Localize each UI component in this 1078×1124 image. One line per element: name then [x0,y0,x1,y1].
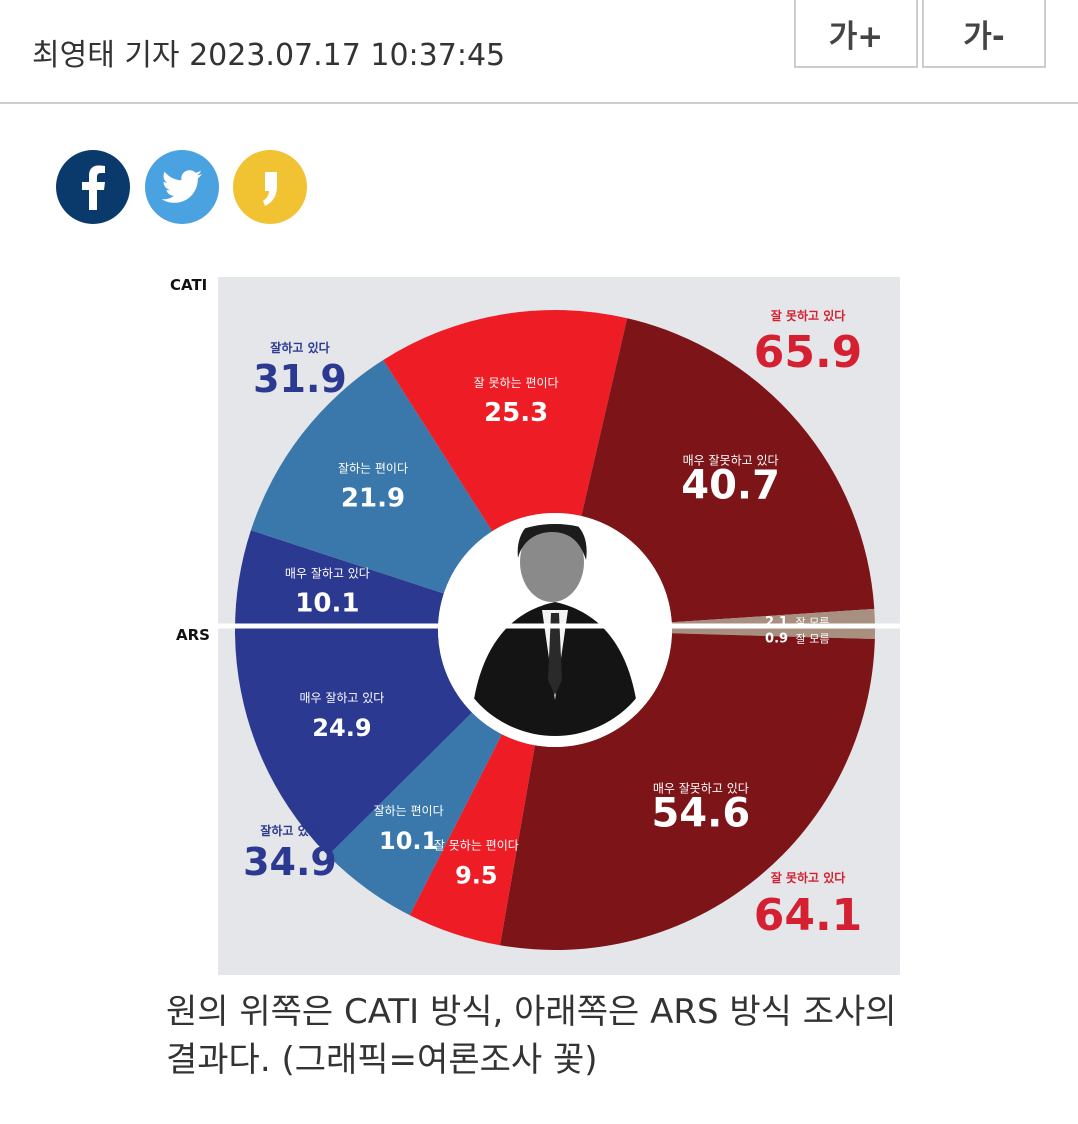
cati-slice-value: 40.7 [681,463,780,509]
ars-slice-2 [409,734,535,946]
ars-disapprove-total-label: 잘 못하고 있다 [771,870,846,885]
cati-slice-3 [581,318,875,623]
ars-slice-value: 24.9 [312,714,371,742]
ars-slice-label: 매우 잘못하고 있다 [653,782,749,796]
byline: 최영태 기자 2023.07.17 10:37:45 [32,38,506,73]
cati-slice-label: 잘하는 편이다 [338,462,408,476]
article-header: 최영태 기자 2023.07.17 10:37:45 가+ 가- [0,0,1078,104]
ars-slice-label: 잘 모름 [796,633,830,646]
ars-slice-3 [328,712,502,916]
ars-slice-value: 0.9 [765,632,788,647]
ars-section-label: ARS [176,626,210,644]
ars-approve-total-value: 34.9 [243,840,337,884]
ars-slice-value: 54.6 [651,791,750,837]
poll-chart: CATI ARS 매우 잘하고 있다 10.1 잘하는 편이다 21.9 잘 못하는 편… [170,270,920,980]
cati-disapprove-total-value: 65.9 [754,327,863,378]
cati-slice-value: 21.9 [341,484,405,514]
twitter-icon [145,150,219,224]
kakao-share-button[interactable] [233,150,307,224]
cati-slice-0 [235,530,444,630]
image-caption: 원의 위쪽은 CATI 방식, 아래쪽은 ARS 방식 조사의 결과다. (그래… [166,992,897,1080]
ars-disapprove-total-value: 64.1 [754,890,863,941]
twitter-share-button[interactable] [145,150,219,224]
poll-donut-chart: CATI ARS 매우 잘하고 있다 10.1 잘하는 편이다 21.9 잘 못하는 편… [170,276,900,975]
facebook-icon [56,150,130,224]
cati-slice-label: 잘 못하는 편이다 [474,376,559,390]
ars-slice-label: 잘하는 편이다 [374,804,444,818]
cati-slice-1 [250,359,493,594]
kakao-story-icon [233,150,307,224]
ars-slice-value: 9.5 [455,862,498,890]
ars-slice-0 [671,630,875,640]
cati-section-label: CATI [170,276,207,294]
cati-slice-value: 25.3 [484,398,548,428]
ars-slice-label: 잘 못하는 편이다 [434,839,519,853]
ars-slice-value: 10.1 [379,827,438,855]
ars-approve-total-label: 잘하고 있다 [260,823,319,838]
cati-slice-label: 매우 잘못하고 있다 [683,454,779,468]
font-increase-button[interactable]: 가+ [794,0,918,68]
facebook-share-button[interactable] [56,150,130,224]
cati-disapprove-total-label: 잘 못하고 있다 [771,308,846,323]
cati-slice-label: 매우 잘하고 있다 [285,567,370,581]
cati-approve-total-value: 31.9 [253,357,347,401]
ars-slice-4 [235,630,473,856]
cati-slice-value: 10.1 [295,589,359,619]
ars-slice-label: 매우 잘하고 있다 [299,691,384,705]
font-decrease-button[interactable]: 가- [922,0,1046,68]
cati-approve-total-label: 잘하고 있다 [270,340,329,355]
president-photo [438,513,672,747]
cati-slice-2 [383,310,628,532]
ars-slice-1 [499,633,875,950]
